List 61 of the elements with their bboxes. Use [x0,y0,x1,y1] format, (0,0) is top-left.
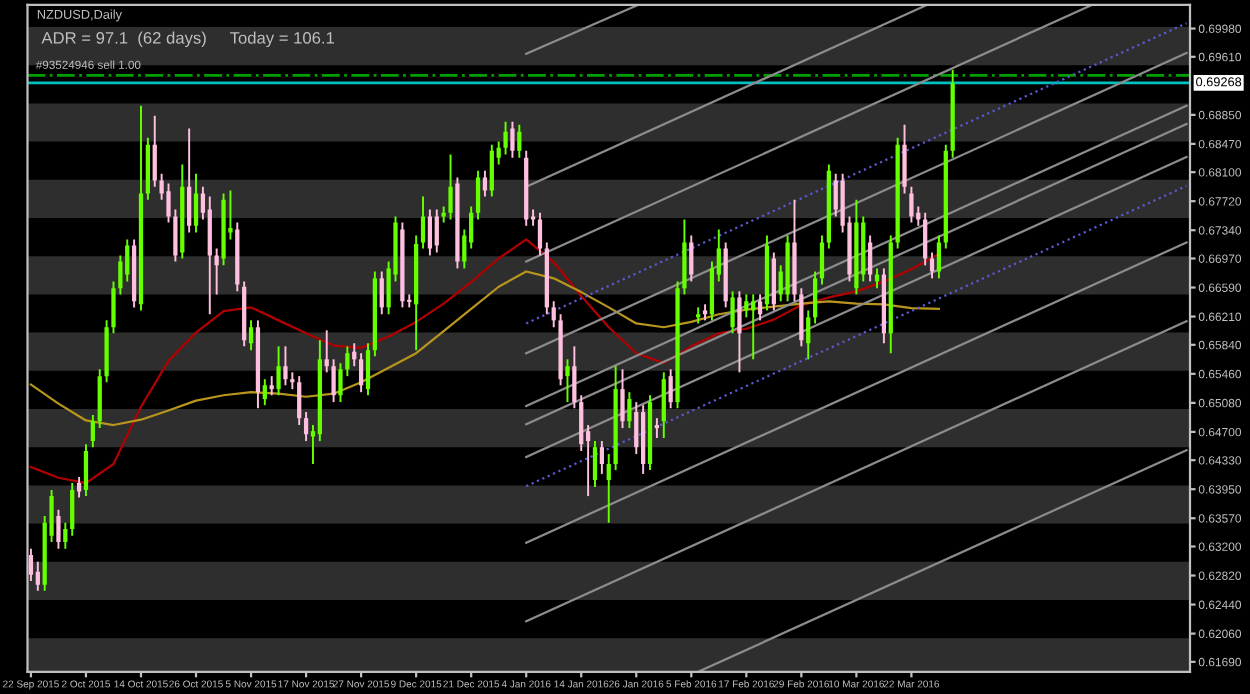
candlestick [83,443,89,498]
candlestick [56,508,61,550]
candlestick [833,172,838,218]
candlestick [819,234,825,286]
candlestick [620,368,625,430]
candlestick [358,352,364,394]
candlestick [187,127,192,234]
candlestick [248,319,254,352]
candlestick [689,234,694,283]
candlestick [207,195,212,316]
candlestick [510,120,515,159]
candlestick [592,440,598,488]
candlestick [812,270,818,325]
candlestick [661,371,666,439]
candlestick [427,208,433,257]
candlestick [737,290,742,374]
candlestick [262,378,267,407]
candlestick [929,251,935,280]
candlestick [214,247,219,296]
candlestick [28,547,34,582]
candlestick [434,208,439,254]
candlestick [193,172,199,234]
candlestick [923,211,928,267]
candlestick [70,482,75,537]
candlestick [668,368,673,410]
candlestick [276,345,281,397]
candlestick [744,293,749,319]
candlestick [475,169,481,221]
candlestick [909,185,914,224]
candlestick [751,293,756,361]
candlestick [634,401,639,456]
candlestick [572,345,577,410]
candlestick [90,414,95,449]
candlestick [517,123,522,159]
candlestick [303,411,309,443]
candlestick [420,195,426,250]
annotation: ADR = 97.1 (62 days) Today = 106.1 [41,31,335,48]
candlestick [489,143,494,198]
candlestick [63,521,68,550]
candlestick [627,391,632,430]
candlestick [599,440,604,475]
candlestick [269,375,274,397]
candlestick [654,417,660,439]
candlestick [902,123,907,195]
candlestick [868,234,873,283]
candlestick [379,270,384,316]
candlestick [448,153,453,221]
candlestick [936,234,942,280]
candlestick [125,238,130,283]
candlestick [806,309,811,361]
candlestick [283,345,288,387]
candlestick [537,211,543,257]
candlestick [579,394,584,452]
candlestick [730,290,735,335]
candlestick [771,251,776,312]
candlestick [565,358,570,404]
candlestick [152,114,157,188]
candlestick [35,560,40,592]
candlestick [757,293,763,322]
candlestick [297,375,302,426]
candlestick [365,342,371,397]
